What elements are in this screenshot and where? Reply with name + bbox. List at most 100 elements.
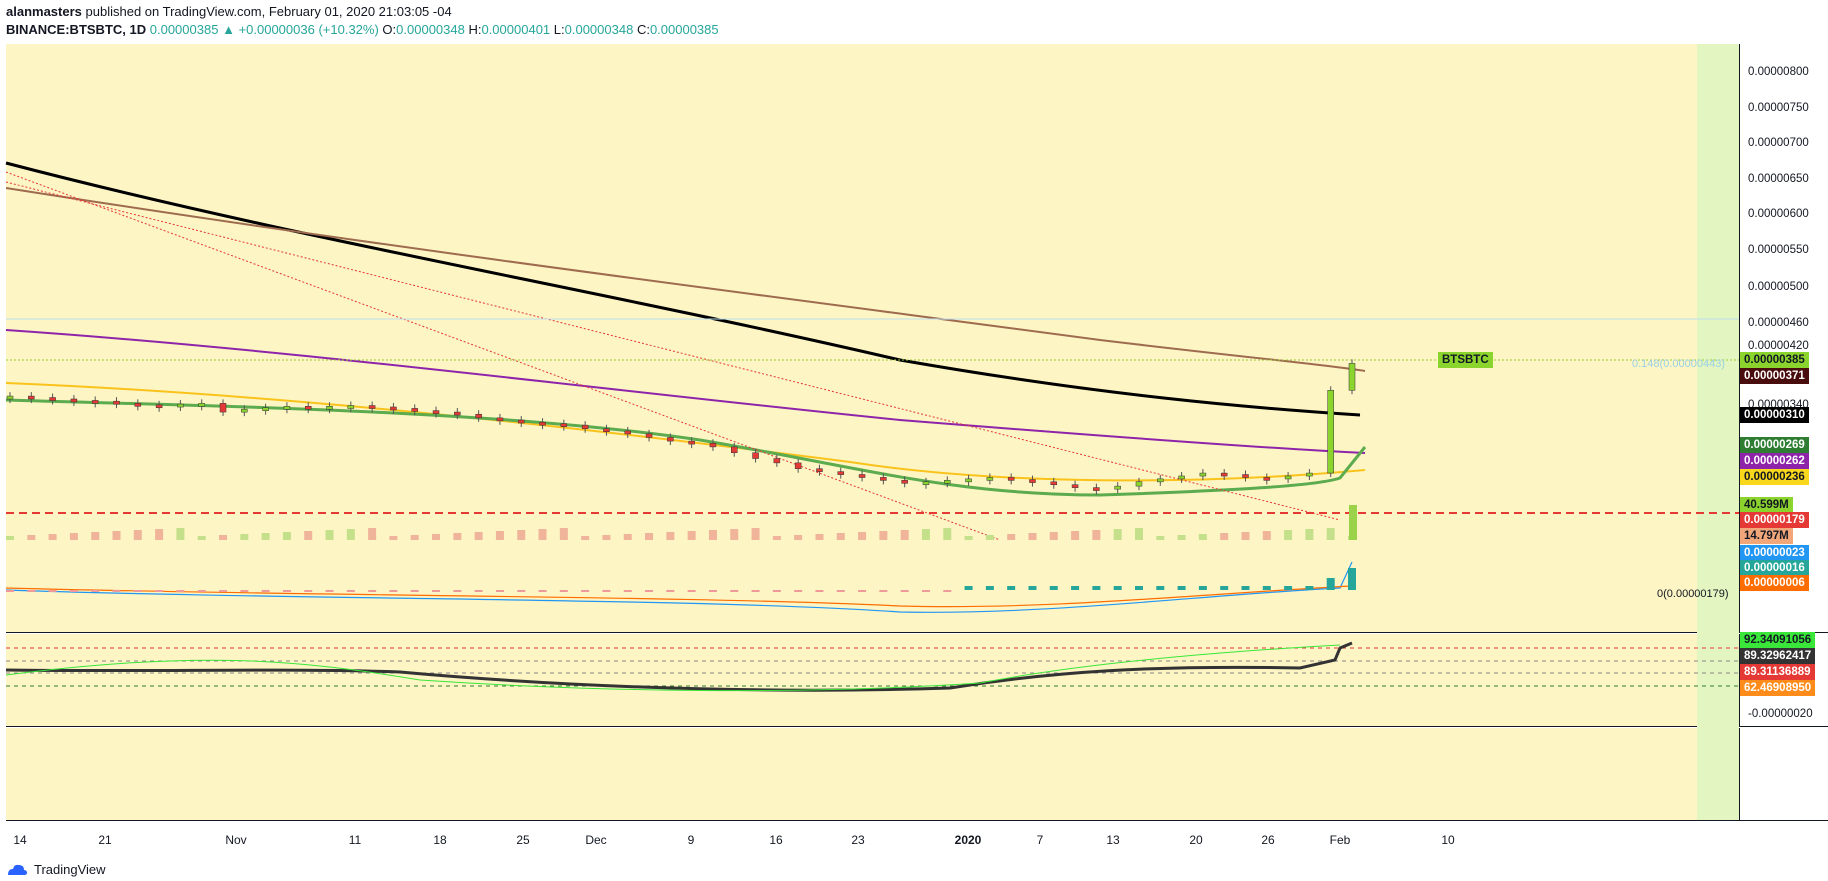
- high-value: 0.00000401: [481, 22, 551, 37]
- price-label: 89.31136889: [1740, 664, 1815, 680]
- candle: [1178, 475, 1185, 480]
- time-tick: 20: [1189, 833, 1203, 847]
- price-label: 0.00000262: [1740, 453, 1809, 469]
- volume-bar: [623, 534, 632, 540]
- price-tick: 0.00000600: [1748, 208, 1809, 220]
- stoch-series: [5, 641, 1739, 692]
- volume-bar: [772, 536, 781, 540]
- macd-histogram-bar: [1177, 586, 1186, 590]
- close-label: C:: [636, 22, 650, 37]
- ma-purple-line: [5, 329, 1366, 454]
- macd-histogram-bar: [368, 590, 377, 592]
- candle: [1093, 487, 1100, 491]
- stoch-axis[interactable]: [1739, 728, 1828, 820]
- price-tick: 0.00000420: [1748, 340, 1809, 352]
- fib-upper-label: 0.148(0.00000443): [1632, 358, 1725, 370]
- volume-bar: [1177, 535, 1186, 540]
- candle: [262, 407, 269, 411]
- candle: [1050, 481, 1058, 486]
- time-tick: Nov: [225, 833, 247, 847]
- ma-green-line: [5, 398, 1367, 497]
- price-axis[interactable]: 0.00000800 0.00000750 0.00000700 0.00000650…: [1739, 44, 1828, 632]
- time-tick: Feb: [1329, 833, 1351, 847]
- time-tick: 18: [433, 833, 447, 847]
- candle: [1306, 472, 1313, 477]
- volume-bar: [432, 534, 441, 540]
- macd-histogram-bar: [27, 590, 36, 592]
- symbol-label[interactable]: BINANCE:BTSBTC, 1D: [6, 22, 147, 37]
- macd-histogram-bar: [346, 590, 355, 592]
- volume-bar: [964, 536, 973, 540]
- pane-divider[interactable]: [6, 632, 1828, 633]
- price-label: 0.00000236: [1740, 469, 1809, 485]
- time-tick: 16: [769, 833, 783, 847]
- candles: [6, 359, 1357, 540]
- time-tick: 14: [13, 833, 27, 847]
- stoch-d-line: [5, 644, 1341, 692]
- volume-bar: [6, 536, 14, 540]
- pane-divider[interactable]: [6, 726, 1828, 727]
- macd-histogram-bar: [1220, 586, 1229, 590]
- candle: [752, 452, 759, 459]
- time-tick: 13: [1106, 833, 1120, 847]
- volume-bar: [1092, 530, 1101, 540]
- stoch-rsi-pane[interactable]: [6, 728, 1739, 820]
- macd-histogram-bar: [602, 590, 611, 592]
- price-tick: 0.00000460: [1748, 317, 1809, 329]
- macd-histogram-bar: [538, 590, 547, 592]
- macd-histogram-bar: [304, 590, 313, 592]
- volume-bar: [325, 530, 334, 540]
- candle: [709, 443, 717, 448]
- price-label: 0.00000179: [1740, 512, 1809, 528]
- candle: [1242, 474, 1249, 478]
- volume-bar: [112, 531, 121, 540]
- macd-histogram-bar: [48, 590, 57, 592]
- time-tick: 11: [348, 833, 362, 847]
- macd-histogram-bar: [176, 590, 185, 592]
- candle: [390, 406, 397, 411]
- candle: [496, 417, 504, 422]
- volume-bar: [1305, 529, 1314, 540]
- candle: [241, 408, 248, 413]
- volume-bar: [48, 534, 57, 540]
- macd-histogram-bar: [751, 590, 760, 592]
- candle: [688, 440, 695, 445]
- footer-brand[interactable]: TradingView: [6, 862, 106, 877]
- main-price-pane[interactable]: [6, 44, 1739, 632]
- candle: [794, 462, 802, 469]
- macd-histogram-bar: [112, 590, 121, 592]
- macd-histogram-bar: [1049, 586, 1058, 590]
- volume-bar: [304, 531, 313, 540]
- volume-bar: [517, 530, 526, 540]
- macd-histogram-bar: [1348, 568, 1356, 590]
- macd-histogram-bar: [836, 590, 845, 592]
- volume-bar: [943, 528, 952, 540]
- time-tick: 25: [516, 833, 530, 847]
- volume-bar: [176, 528, 185, 540]
- candle: [1114, 485, 1121, 490]
- candle: [283, 405, 291, 410]
- price-label: 0.00000016: [1740, 560, 1809, 576]
- volume-bar: [666, 532, 675, 540]
- macd-histogram-bar: [943, 590, 952, 592]
- high-label: H:: [468, 22, 482, 37]
- candle: [1263, 477, 1271, 481]
- candle: [731, 446, 738, 453]
- macd-pane[interactable]: [6, 634, 1739, 726]
- volume-bar: [1220, 533, 1229, 540]
- candle: [624, 430, 631, 435]
- time-tick: 2020: [954, 833, 982, 847]
- volume-bar: [410, 535, 419, 540]
- author-name[interactable]: alanmasters: [6, 4, 82, 19]
- volume-bar: [474, 532, 483, 540]
- macd-histogram-bar: [900, 590, 909, 592]
- volume-bar: [346, 529, 355, 540]
- time-tick: 26: [1261, 833, 1275, 847]
- time-tick: 23: [851, 833, 865, 847]
- candle: [837, 471, 845, 475]
- volume-bar: [261, 533, 270, 540]
- macd-histogram-bar: [985, 586, 994, 590]
- trendline: [5, 171, 1001, 541]
- candle: [581, 424, 589, 430]
